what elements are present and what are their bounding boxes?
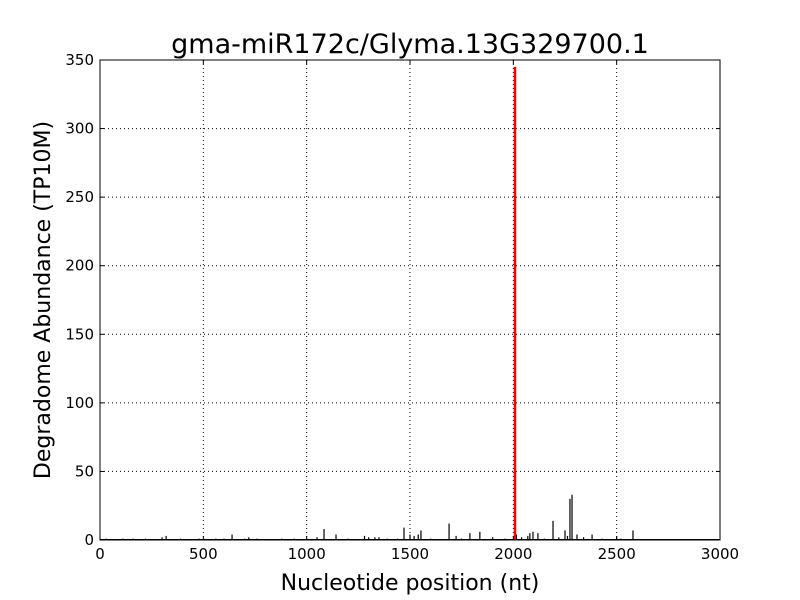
x-tick-label: 1500 [391,545,429,563]
y-tick-label: 100 [65,394,94,412]
y-tick-label: 50 [75,462,94,480]
x-tick-label: 500 [189,545,218,563]
y-tick-label: 200 [65,257,94,275]
chart-title: gma-miR172c/Glyma.13G329700.1 [171,29,649,60]
x-ticks: 0 500 1000 1500 2000 2500 3000 [95,60,739,563]
x-tick-label: 0 [95,545,105,563]
y-tick-label: 300 [65,120,94,138]
x-tick-label: 2500 [598,545,636,563]
bars [100,66,720,540]
y-tick-label: 250 [65,188,94,206]
x-axis-label: Nucleotide position (nt) [281,571,540,596]
y-axis-label: Degradome Abundance (TP10M) [31,121,56,479]
y-ticks: 0 50 100 150 200 250 300 350 [65,51,720,549]
x-tick-label: 2000 [494,545,532,563]
y-tick-label: 150 [65,325,94,343]
x-tick-label: 1000 [288,545,326,563]
y-tick-label: 0 [84,531,94,549]
y-tick-label: 350 [65,51,94,69]
grid [100,60,720,540]
x-tick-label: 3000 [701,545,739,563]
